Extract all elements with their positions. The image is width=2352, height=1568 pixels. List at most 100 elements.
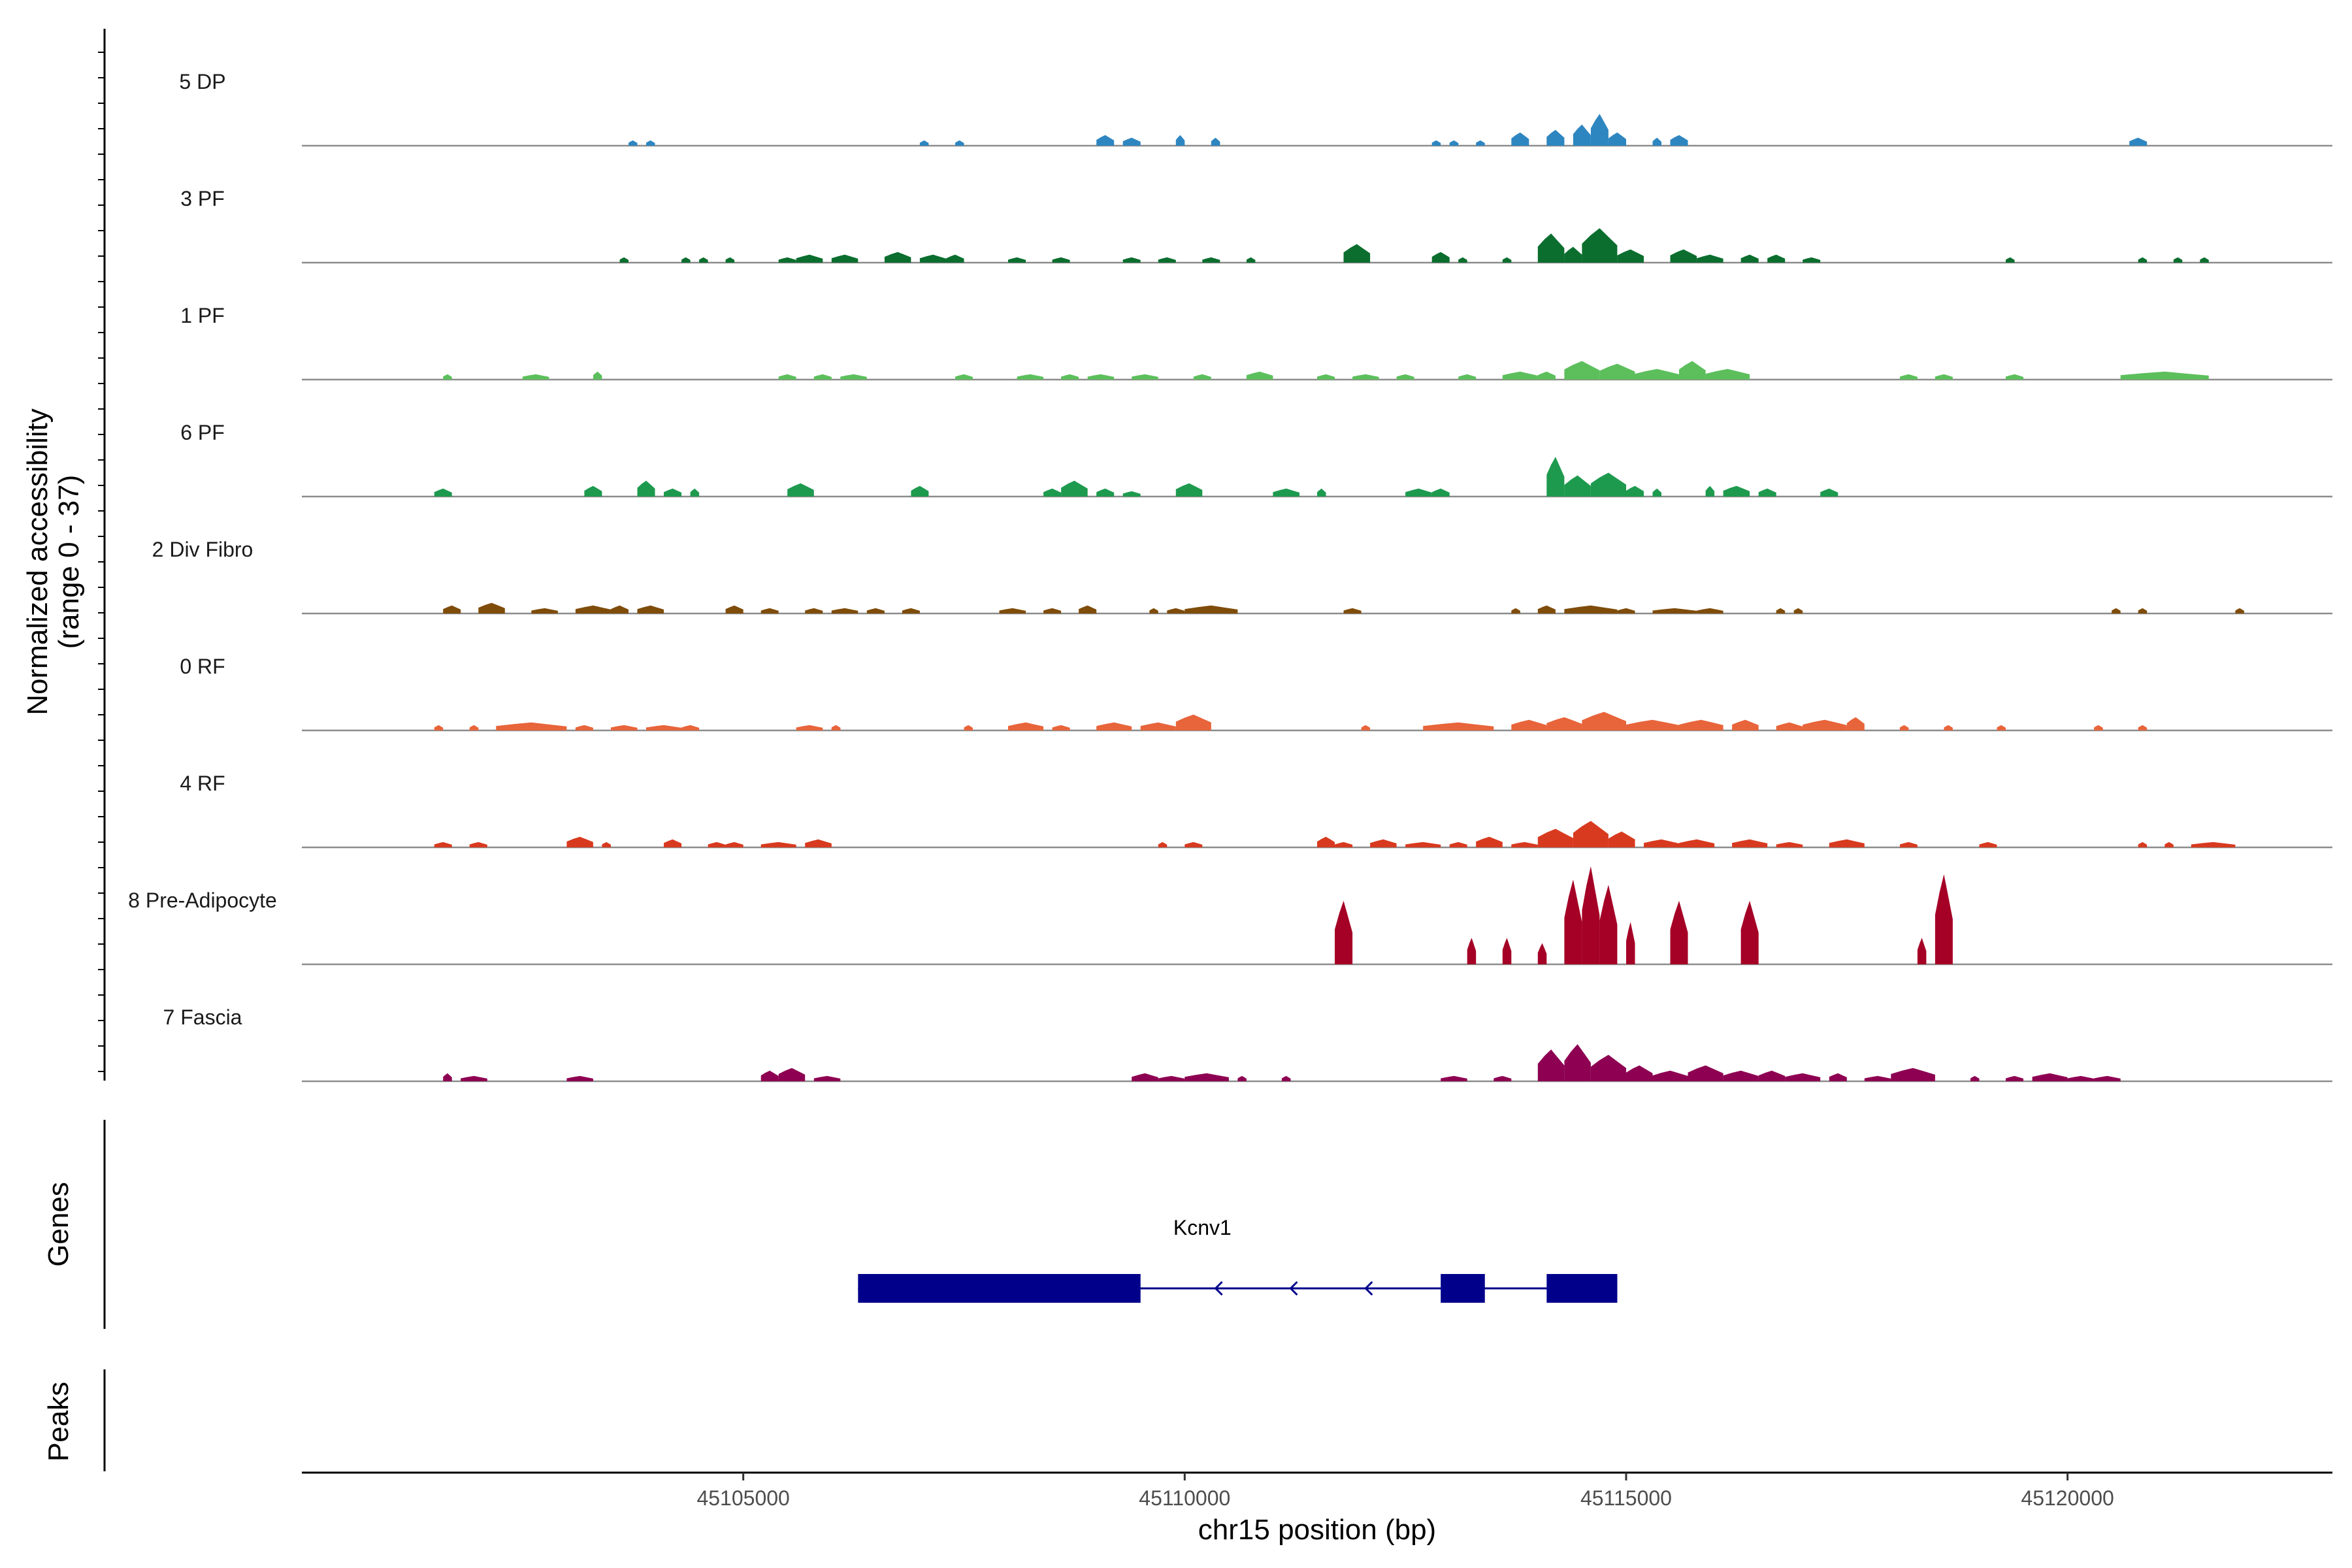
coverage-peak — [1502, 938, 1512, 964]
coverage-peak — [664, 839, 682, 847]
coverage-peak — [1935, 874, 1953, 964]
track-label: 0 RF — [180, 655, 225, 678]
coverage-peak — [1740, 900, 1759, 964]
coverage-peak — [1652, 137, 1661, 146]
coverage-peak — [1158, 257, 1176, 263]
x-tick-label: 45115000 — [1580, 1486, 1672, 1510]
coverage-peak — [611, 725, 638, 730]
coverage-peak — [1537, 1049, 1565, 1081]
coverage-peak — [1476, 836, 1503, 847]
gene-exon — [1441, 1274, 1485, 1303]
gene-exon — [858, 1274, 1141, 1303]
coverage-peak — [2138, 841, 2148, 847]
coverage-peak — [681, 257, 691, 263]
coverage-peak — [1626, 719, 1679, 730]
coverage-peak — [1820, 488, 1838, 497]
x-axis-title: chr15 position (bp) — [1198, 1514, 1436, 1546]
coverage-peak — [1061, 374, 1079, 380]
coverage-peak — [1652, 1070, 1688, 1081]
coverage-peak — [2067, 1075, 2095, 1081]
strand-arrow — [1214, 1281, 1223, 1296]
coverage-peak — [1370, 839, 1397, 847]
coverage-peak — [469, 841, 487, 847]
coverage-peak — [1732, 839, 1768, 847]
coverage-peak — [1511, 841, 1538, 847]
coverage-peak — [1246, 257, 1256, 263]
coverage-peak — [1405, 841, 1441, 847]
coverage-peak — [902, 608, 920, 613]
coverage-peak — [566, 836, 593, 847]
coverage-peak — [2129, 137, 2148, 146]
coverage-peak — [760, 841, 796, 847]
coverage-peak — [840, 374, 867, 380]
coverage-peak — [1670, 249, 1697, 263]
coverage-peak — [637, 480, 655, 497]
coverage-peak — [531, 608, 558, 613]
coverage-peak — [1740, 254, 1759, 263]
coverage-peak — [884, 252, 911, 263]
coverage-peak — [699, 257, 708, 263]
coverage-peak — [1608, 831, 1635, 847]
coverage-peak — [1846, 717, 1865, 730]
coverage-peak — [1546, 717, 1582, 730]
coverage-peak — [1590, 472, 1626, 497]
coverage-peak — [1458, 374, 1477, 380]
coverage-peak — [1008, 257, 1026, 263]
coverage-peak — [919, 254, 947, 263]
coverage-peak — [2112, 608, 2121, 613]
coverage-peak — [2006, 257, 2015, 263]
coverage-peak — [1096, 135, 1115, 146]
coverage-peak — [760, 1070, 779, 1081]
coverage-peak — [1917, 938, 1927, 964]
coverage-peak — [443, 605, 461, 613]
coverage-peak — [1793, 608, 1803, 613]
coverage-peak — [1573, 821, 1609, 847]
coverage-peak — [1202, 257, 1220, 263]
track-7-fascia: 7 Fascia — [163, 1005, 2332, 1083]
genes-panel-title: Genes — [42, 1182, 74, 1267]
coverage-peak — [1546, 457, 1565, 497]
coverage-peak — [1184, 841, 1203, 847]
coverage-peak — [1635, 368, 1679, 380]
coverage-peak — [1590, 114, 1609, 146]
coverage-peak — [1184, 605, 1238, 613]
coverage-peak — [664, 488, 682, 497]
coverage-peak — [2138, 608, 2148, 613]
coverage-peak — [2094, 725, 2103, 730]
coverage-peak — [646, 140, 655, 146]
coverage-peak — [593, 371, 602, 380]
coverage-peak — [1193, 374, 1211, 380]
coverage-peak — [1537, 605, 1556, 613]
coverage-peak — [1679, 361, 1706, 380]
coverage-peak — [1670, 900, 1688, 964]
coverage-peak — [434, 725, 444, 730]
coverage-peak — [1317, 488, 1326, 497]
track-label: 7 Fascia — [163, 1005, 242, 1029]
coverage-peak — [1405, 488, 1432, 497]
coverage-peak — [1723, 485, 1750, 497]
coverage-peak — [831, 254, 858, 263]
coverage-peak — [1167, 608, 1185, 613]
coverage-peak — [813, 1075, 841, 1081]
x-tick-label: 45110000 — [1139, 1486, 1230, 1510]
track-label: 2 Div Fibro — [152, 538, 253, 561]
coverage-peak — [2094, 1075, 2121, 1081]
coverage-peak — [1829, 1073, 1847, 1081]
coverage-peak — [1688, 1065, 1723, 1081]
coverage-peak — [1785, 1073, 1821, 1081]
strand-arrow — [1364, 1281, 1373, 1296]
coverage-peak — [1343, 244, 1371, 263]
coverage-peak — [1132, 374, 1158, 380]
gene-exon — [1546, 1274, 1618, 1303]
coverage-peak — [955, 374, 973, 380]
track-label: 8 Pre-Adipocyte — [128, 889, 277, 912]
coverage-peak — [1043, 608, 1062, 613]
coverage-peak — [1829, 839, 1865, 847]
coverage-peak — [1396, 374, 1414, 380]
coverage-peak — [1317, 374, 1335, 380]
coverage-peak — [1052, 257, 1070, 263]
track-8-pre-adipocyte: 8 Pre-Adipocyte — [128, 866, 2332, 966]
coverage-peak — [1564, 1044, 1591, 1081]
coverage-peak — [1979, 841, 1997, 847]
coverage-peak — [2191, 841, 2236, 847]
